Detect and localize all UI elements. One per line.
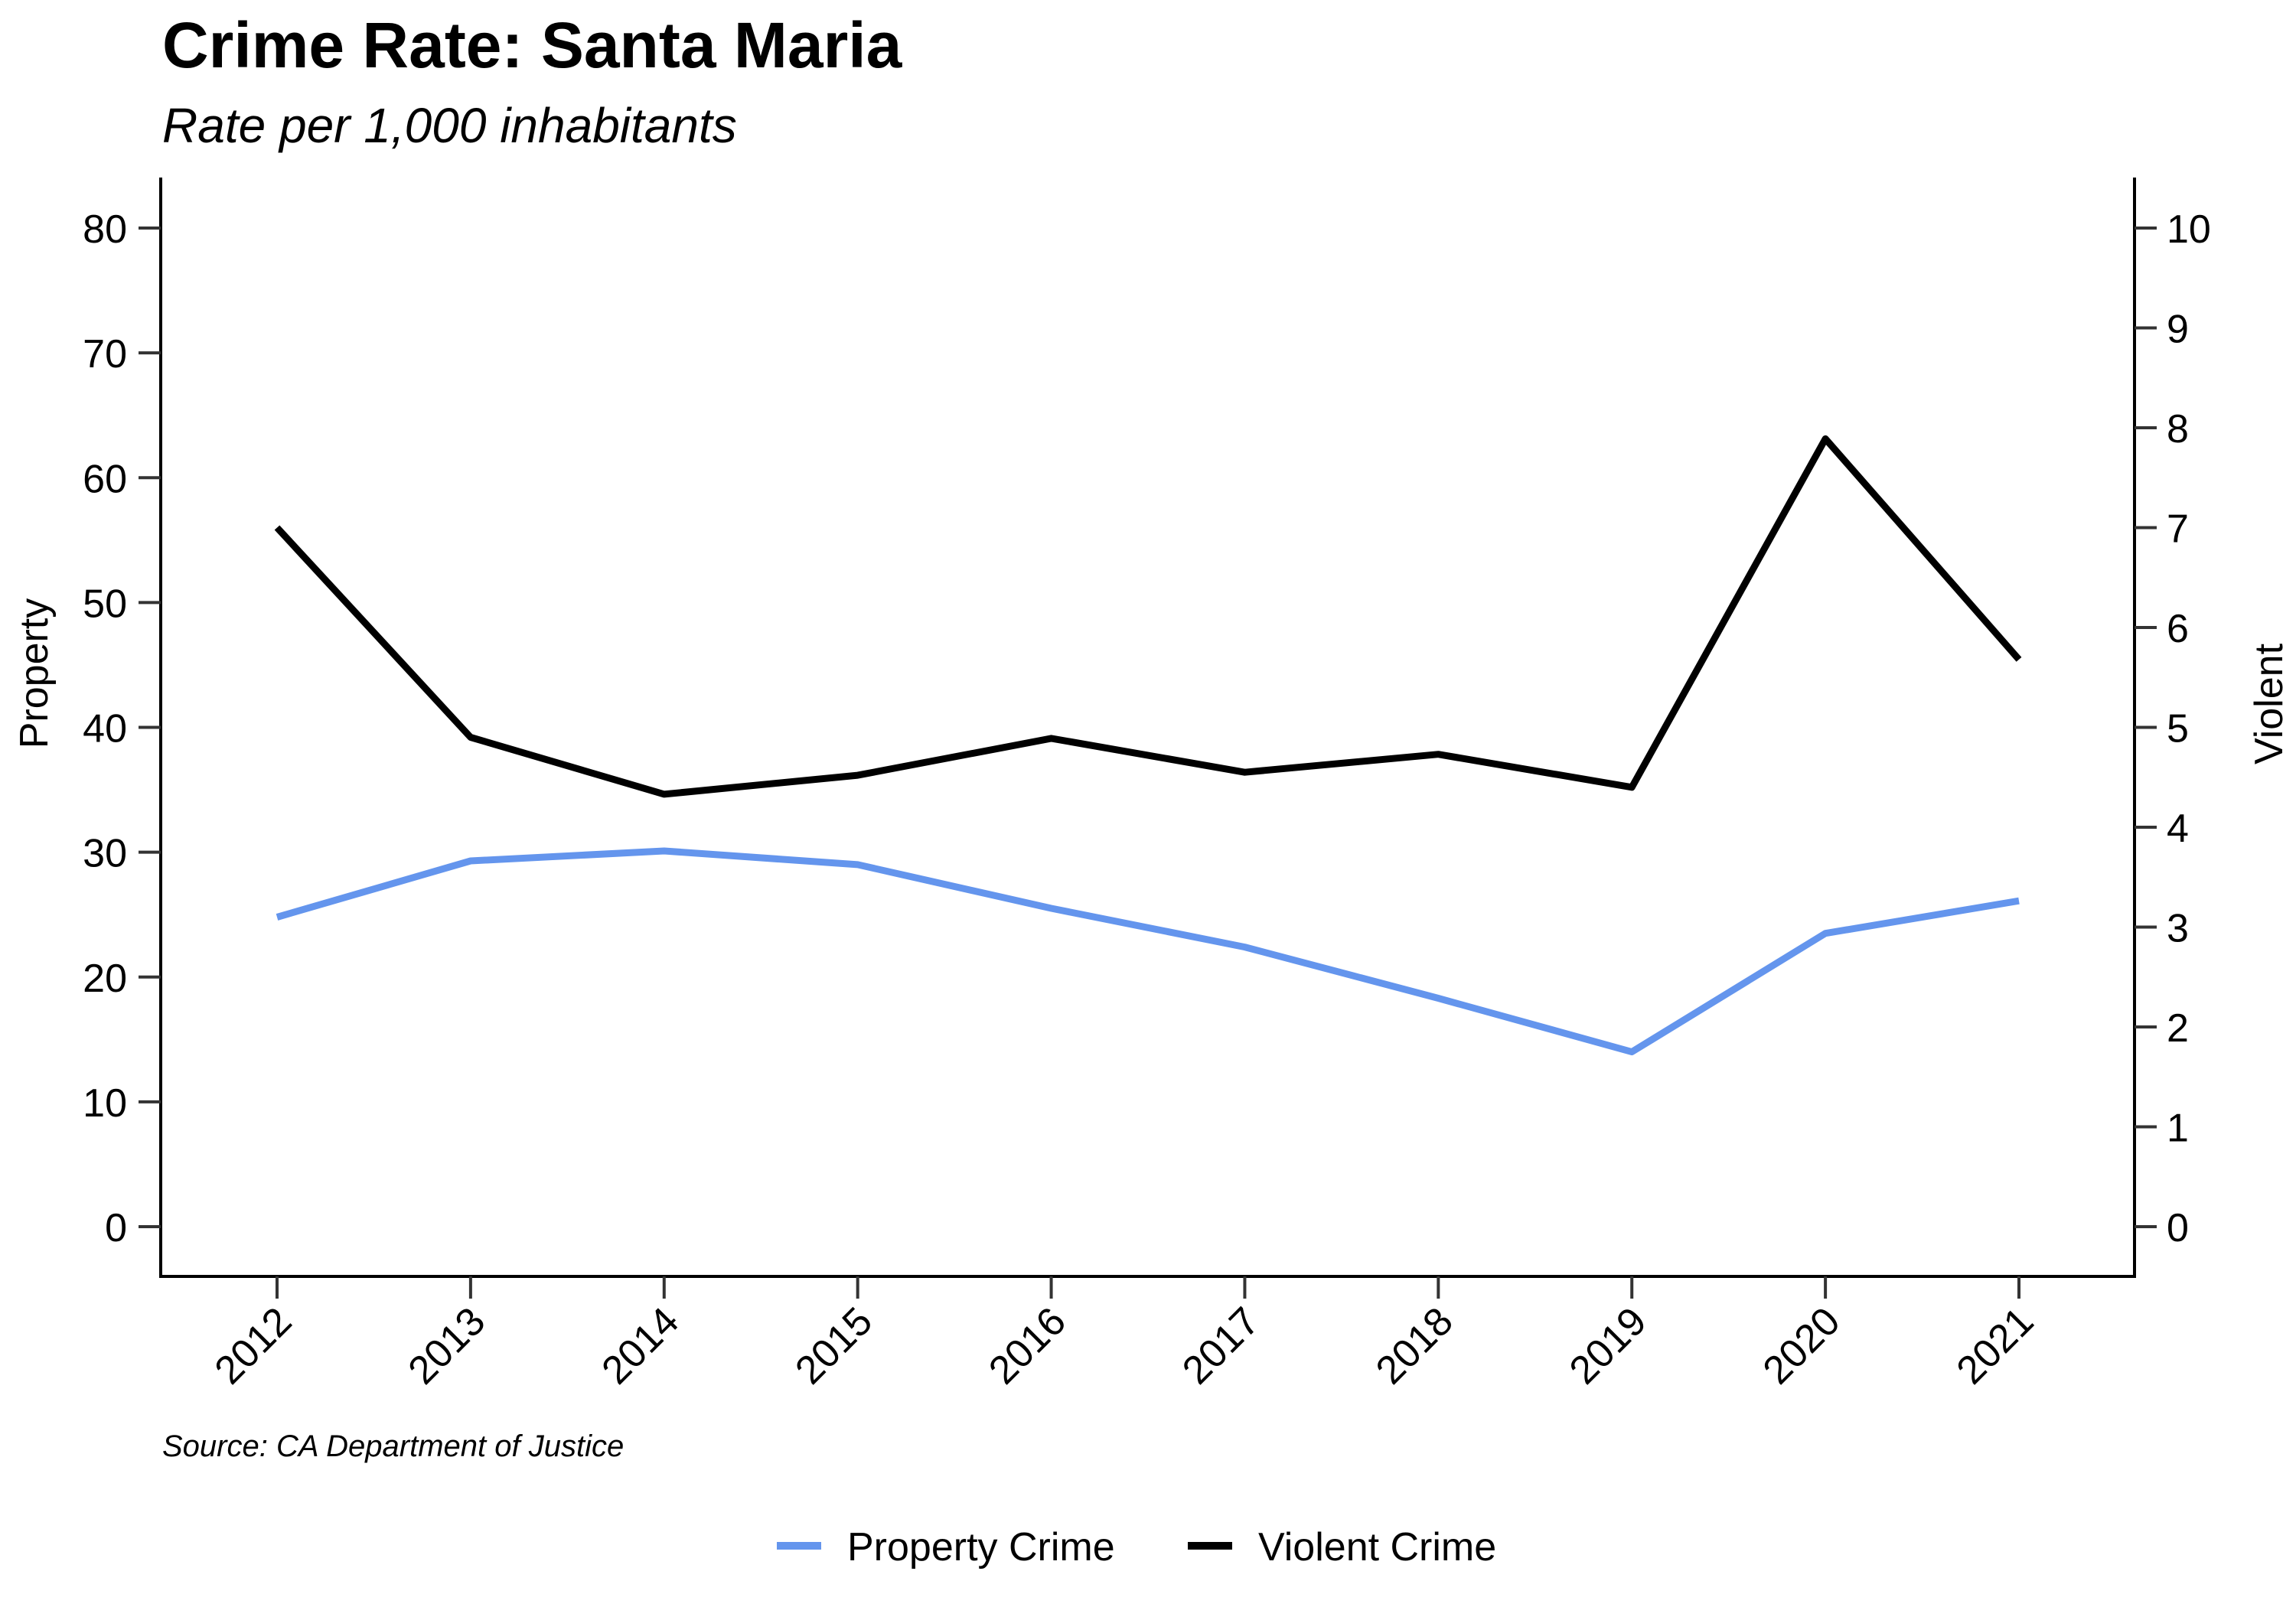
chart-subtitle: Rate per 1,000 inhabitants bbox=[162, 98, 737, 153]
y-right-tick-label: 8 bbox=[2167, 407, 2189, 451]
plot-lines bbox=[274, 435, 2022, 1056]
y-left-tick-label: 50 bbox=[83, 582, 127, 626]
source-note: Source: CA Department of Justice bbox=[162, 1429, 624, 1463]
y-left-tick-label: 0 bbox=[105, 1206, 127, 1250]
x-tick-label: 2013 bbox=[400, 1299, 494, 1393]
y-left-tick-label: 80 bbox=[83, 207, 127, 252]
legend-label-violent-crime: Violent Crime bbox=[1258, 1525, 1496, 1570]
axes: 0 10 20 30 40 50 60 70 80 0 1 2 3 4 5 6 7 8 9 10 2012 2013 201… bbox=[83, 178, 2211, 1393]
x-tick-label: 2018 bbox=[1368, 1299, 1462, 1393]
x-tick-label: 2014 bbox=[593, 1299, 687, 1393]
x-tick-label: 2019 bbox=[1561, 1299, 1655, 1393]
y-right-tick-label: 3 bbox=[2167, 907, 2189, 951]
y-left-tick-label: 60 bbox=[83, 457, 127, 501]
x-tick-label: 2020 bbox=[1755, 1299, 1849, 1393]
y-right-tick-label: 10 bbox=[2167, 207, 2211, 252]
y-left-tick-label: 20 bbox=[83, 957, 127, 1001]
x-tick-label: 2021 bbox=[1949, 1299, 2043, 1393]
y-right-tick-label: 7 bbox=[2167, 507, 2189, 552]
y-right-tick-label: 9 bbox=[2167, 308, 2189, 352]
chart-title: Crime Rate: Santa Maria bbox=[162, 9, 903, 81]
y-right-tick-label: 4 bbox=[2167, 807, 2189, 851]
x-tick-label: 2016 bbox=[980, 1299, 1075, 1393]
y-right-axis-title: Violent bbox=[2247, 643, 2291, 764]
legend: Property Crime Violent Crime bbox=[777, 1525, 1496, 1570]
y-left-tick-label: 10 bbox=[83, 1081, 127, 1126]
y-left-tick-label: 30 bbox=[83, 832, 127, 876]
series-line-violent-crime bbox=[274, 435, 2022, 798]
y-right-tick-label: 2 bbox=[2167, 1006, 2189, 1051]
y-left-axis-title: Property bbox=[12, 598, 57, 749]
y-right-tick-label: 0 bbox=[2167, 1206, 2189, 1250]
y-right-tick-label: 5 bbox=[2167, 707, 2189, 751]
x-tick-label: 2017 bbox=[1174, 1299, 1268, 1393]
y-right-tick-label: 6 bbox=[2167, 607, 2189, 651]
y-left-tick-label: 40 bbox=[83, 707, 127, 751]
y-left-tick-label: 70 bbox=[83, 332, 127, 376]
series-line-property-crime bbox=[276, 847, 2020, 1056]
x-tick-label: 2012 bbox=[207, 1299, 301, 1393]
y-right-tick-label: 1 bbox=[2167, 1107, 2189, 1151]
legend-label-property-crime: Property Crime bbox=[847, 1525, 1115, 1570]
x-tick-label: 2015 bbox=[787, 1299, 881, 1393]
